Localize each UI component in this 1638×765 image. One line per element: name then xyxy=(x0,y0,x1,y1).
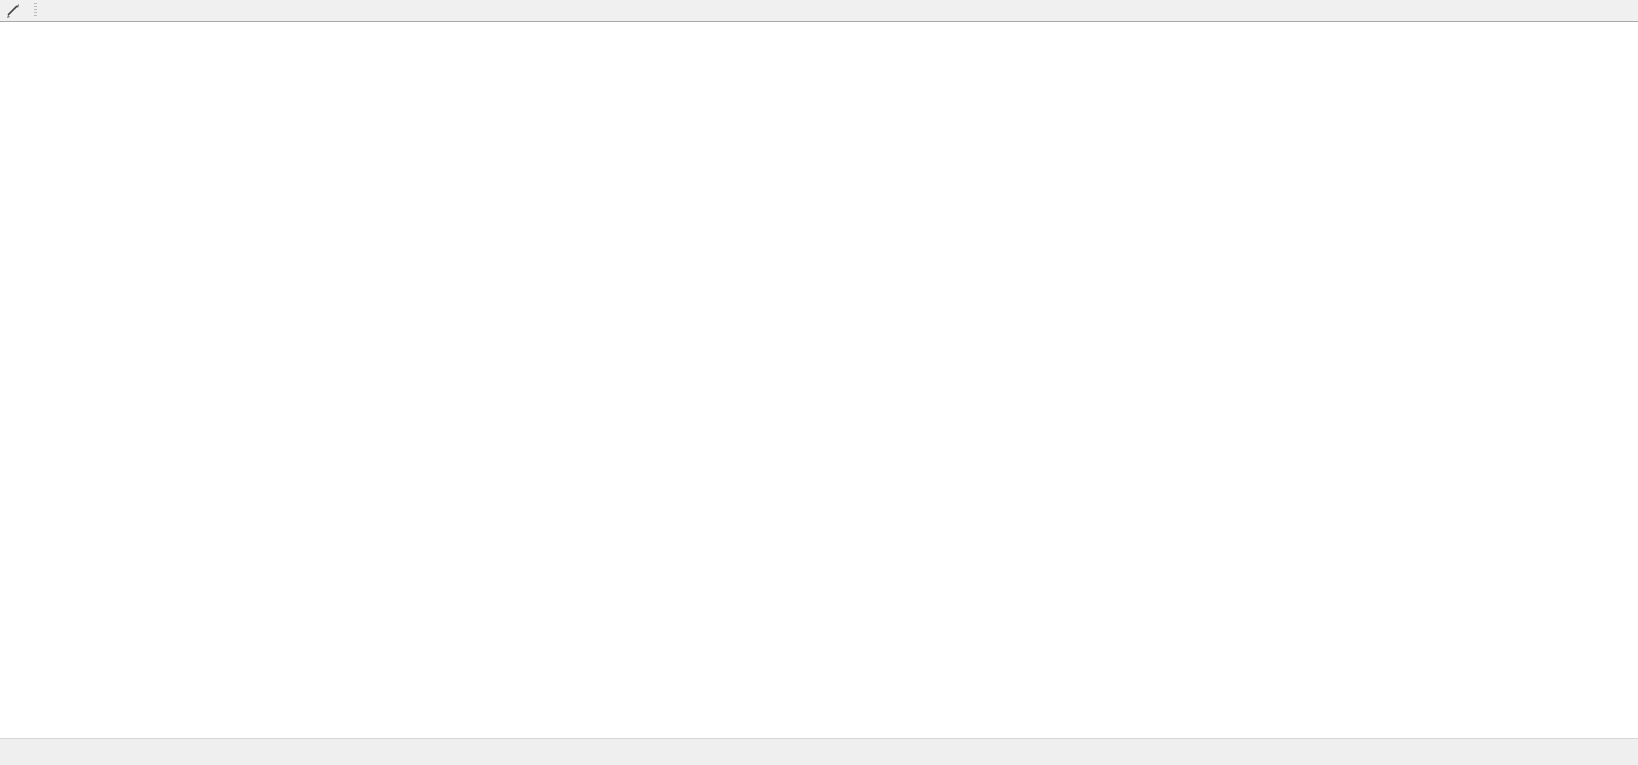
chart-workspace[interactable] xyxy=(0,22,1638,738)
price-chart-canvas[interactable] xyxy=(0,22,1638,738)
timeframe-toolbar xyxy=(0,0,1638,22)
toolbar-grip xyxy=(34,3,37,18)
cursor-tool-button[interactable] xyxy=(0,0,28,21)
crosshair-cursor-icon xyxy=(7,4,19,18)
chart-tab-bar xyxy=(0,738,1638,765)
